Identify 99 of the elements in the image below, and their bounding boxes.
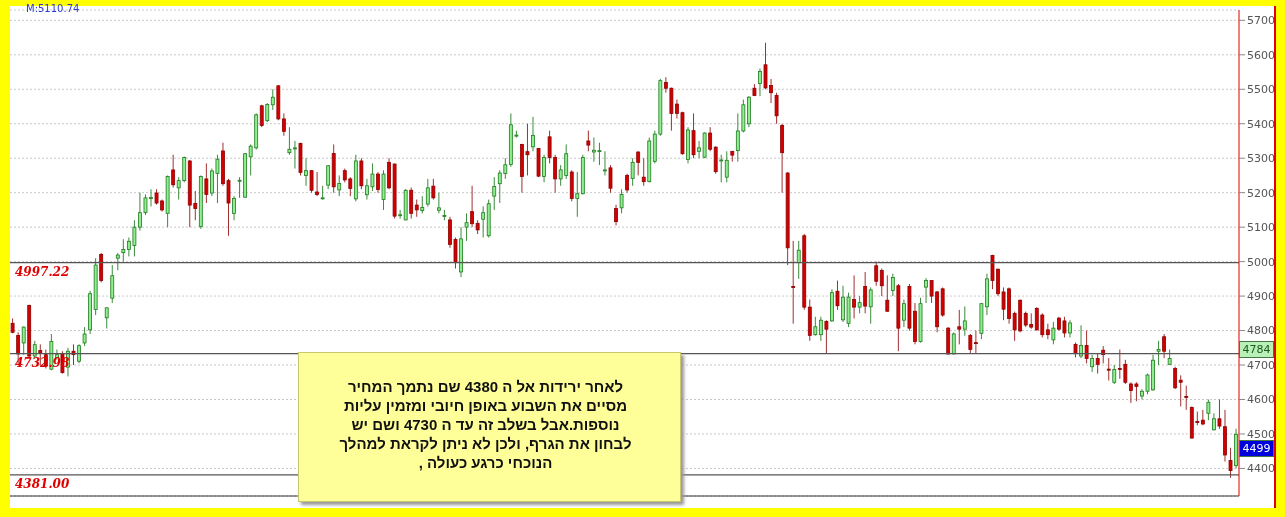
candlestick: [304, 157, 308, 187]
candlestick: [77, 343, 81, 364]
candlestick: [1084, 330, 1089, 364]
candlestick: [337, 174, 342, 197]
candlestick: [885, 274, 890, 313]
candlestick: [962, 305, 967, 337]
candlestick: [436, 192, 441, 214]
annotation: לאחר ירידות אל ה 4380 שם נתמך המחיר מסיים את השבוע באופן חיובי ומזמין עליות נוספות.אבל בשלב זה עד ה 4730 ושם יש לבחון את הגרף, ולכן לא ניתן לקראת למהלך הנוכחי כרגע כעולה ,: [338, 377, 633, 472]
candlestick: [973, 330, 978, 354]
candlestick: [1178, 374, 1183, 407]
candlestick: [492, 176, 497, 211]
candlestick: [619, 188, 624, 214]
candlestick: [1090, 354, 1095, 373]
candlestick: [608, 164, 613, 194]
candlestick: [874, 261, 879, 287]
candlestick: [1051, 321, 1056, 345]
y-tick-label: 5700: [1247, 14, 1275, 28]
note-box: לאחר ירידות אל ה 4380 שם נתמך המחיר מסיים את השבוע באופן חיובי ומזמין עליות נוספות.אבל בשלב זה עד ה 4730 ושם יש לבחון את הגרף, ולכן לא ניתן לקראת למהלך הנוכחי כרגע כעולה ,: [298, 352, 681, 502]
y-tick-label: 4900: [1247, 289, 1275, 303]
candlestick: [1228, 447, 1233, 479]
candlestick: [1156, 340, 1161, 366]
candlestick: [281, 112, 286, 137]
candlestick: [1095, 352, 1100, 375]
text: 4784: [1239, 341, 1274, 359]
candlestick: [957, 309, 962, 345]
candlestick: [575, 171, 580, 218]
candlestick: [630, 157, 635, 187]
candlestick: [902, 299, 906, 328]
candlestick: [625, 173, 630, 194]
candlestick: [603, 150, 607, 176]
candlestick: [708, 126, 713, 152]
candlestick: [1200, 409, 1205, 426]
candlestick: [890, 273, 895, 297]
candlestick: [835, 280, 840, 311]
ref-line-label: 4381.00: [15, 477, 70, 492]
y-tick-label: 5000: [1247, 255, 1275, 269]
text: 4499: [1239, 440, 1274, 458]
candlestick: [82, 326, 87, 347]
candlestick: [409, 187, 414, 220]
candlestick: [924, 277, 928, 304]
candlestick: [863, 271, 868, 314]
y-tick-label: 4700: [1247, 358, 1275, 372]
y-tick-label: 4500: [1247, 427, 1275, 441]
y-tick-label: 5400: [1247, 117, 1275, 131]
y-tick-label: 5600: [1247, 48, 1275, 62]
candlestick: [636, 150, 641, 176]
candlestick: [171, 154, 176, 189]
candlestick: [265, 102, 270, 123]
candlestick: [21, 325, 26, 356]
candlestick: [724, 150, 729, 183]
annotation: M:5110.74: [26, 3, 80, 14]
candlestick: [309, 169, 314, 194]
candlestick: [1079, 324, 1083, 359]
candlestick: [818, 316, 823, 342]
candlestick: [968, 333, 973, 354]
candlestick: [813, 316, 818, 337]
candlestick: [104, 307, 109, 329]
y-tick-label: 5100: [1247, 221, 1275, 235]
candlestick: [641, 157, 646, 187]
candlestick: [852, 274, 856, 319]
candlestick: [481, 205, 486, 238]
candlestick: [110, 264, 115, 304]
candlestick: [1184, 385, 1189, 411]
candlestick: [204, 162, 209, 204]
candlestick: [774, 92, 779, 125]
candlestick: [376, 171, 380, 194]
candlestick: [824, 319, 829, 355]
candlestick: [398, 209, 403, 220]
y-tick-label: 5300: [1247, 152, 1275, 166]
candlestick: [121, 238, 126, 263]
candlestick: [232, 195, 236, 221]
candlestick: [719, 154, 724, 183]
candlestick: [868, 286, 873, 325]
ref-line-label: 4997.22: [15, 265, 70, 280]
candlestick: [531, 116, 535, 152]
candlestick: [464, 212, 469, 242]
candlestick: [791, 240, 796, 325]
candlestick: [1173, 366, 1178, 390]
candlestick: [879, 268, 884, 297]
y-tick-label: 4400: [1247, 462, 1275, 476]
candlestick: [586, 130, 591, 152]
candlestick: [796, 240, 801, 280]
candlestick: [542, 154, 546, 183]
candlestick: [758, 68, 762, 97]
y-tick-label: 5500: [1247, 83, 1275, 97]
candlestick: [614, 204, 618, 226]
candlestick: [425, 178, 430, 207]
candlestick: [1206, 398, 1211, 421]
candlestick: [326, 164, 331, 190]
y-tick-label: 5200: [1247, 186, 1275, 200]
candlestick: [270, 88, 275, 111]
candlestick: [1112, 364, 1117, 385]
candlestick: [1162, 333, 1166, 359]
candlestick: [431, 178, 436, 201]
candlestick: [1106, 357, 1111, 382]
y-tick-label: 4600: [1247, 393, 1275, 407]
y-tick-label: 4800: [1247, 324, 1275, 338]
candlestick: [71, 343, 76, 366]
candlestick: [315, 171, 319, 197]
